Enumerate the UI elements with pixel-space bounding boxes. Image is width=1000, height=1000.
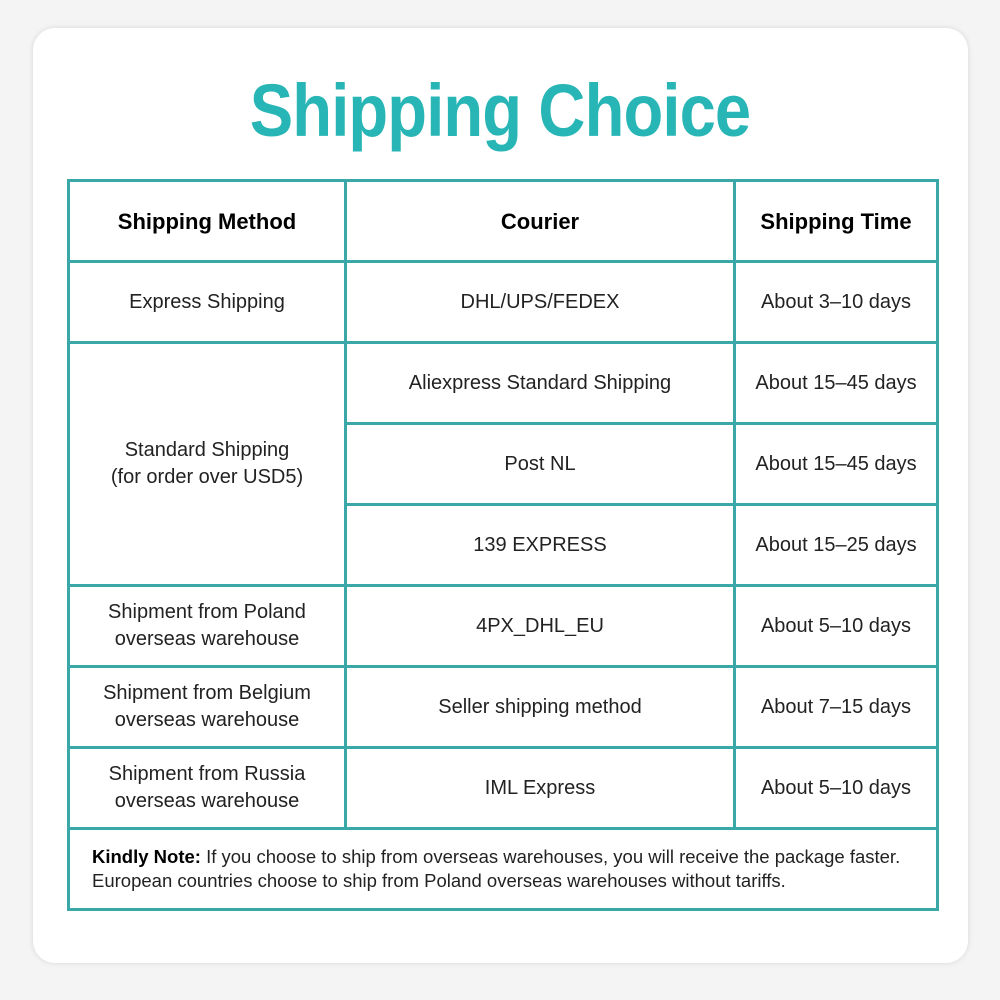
table-row: Post NL About 15–45 days [69, 422, 939, 506]
shipping-table: Shipping Method Courier Shipping Time Ex… [67, 179, 939, 911]
table-row: Shipment from Belgium overseas warehouse … [67, 665, 939, 749]
table-row: Shipment from Russia overseas warehouse I… [67, 746, 939, 830]
page-title: Shipping Choice [249, 69, 751, 152]
method-label: Shipment from Belgium [103, 682, 311, 704]
courier-cell: IML Express [344, 746, 736, 830]
table-row: 139 EXPRESS About 15–25 days [69, 503, 939, 587]
table-row: Express Shipping DHL/UPS/FEDEX About 3–1… [67, 260, 939, 344]
method-sublabel: overseas warehouse [114, 709, 300, 731]
courier-cell: 4PX_DHL_EU [344, 584, 736, 668]
method-sublabel: (for order over USD5) [110, 466, 304, 488]
header-courier: Courier [344, 179, 736, 263]
courier-cell: DHL/UPS/FEDEX [344, 260, 736, 344]
method-cell: Express Shipping [67, 260, 347, 344]
header-method: Shipping Method [67, 179, 347, 263]
courier-cell: Seller shipping method [344, 665, 736, 749]
time-cell: About 15–45 days [733, 422, 939, 506]
time-cell: About 3–10 days [733, 260, 939, 344]
time-cell: About 5–10 days [733, 746, 939, 830]
method-sublabel: overseas warehouse [114, 790, 300, 812]
method-cell: Shipment from Belgium overseas warehouse [67, 665, 347, 749]
kindly-note: Kindly Note: If you choose to ship from … [67, 827, 939, 911]
table-row: Shipment from Poland overseas warehouse 4… [67, 584, 939, 668]
method-label: Shipment from Russia [108, 763, 306, 785]
method-label: Standard Shipping [124, 439, 290, 461]
method-sublabel: overseas warehouse [114, 628, 300, 650]
courier-cell: Post NL [344, 422, 736, 506]
note-label: Kindly Note: [92, 846, 201, 867]
time-cell: About 15–45 days [733, 341, 939, 425]
header-time: Shipping Time [733, 179, 939, 263]
table-header-row: Shipping Method Courier Shipping Time [67, 179, 939, 263]
method-cell: Standard Shipping (for order over USD5) [67, 341, 347, 587]
table-row: Standard Shipping (for order over USD5) A… [67, 341, 939, 587]
courier-cell: 139 EXPRESS [344, 503, 736, 587]
time-cell: About 7–15 days [733, 665, 939, 749]
time-cell: About 15–25 days [733, 503, 939, 587]
courier-cell: Aliexpress Standard Shipping [344, 341, 736, 425]
note-text: If you choose to ship from overseas ware… [92, 846, 901, 891]
note-row: Kindly Note: If you choose to ship from … [67, 827, 939, 911]
method-label: Shipment from Poland [108, 601, 306, 623]
method-cell: Shipment from Russia overseas warehouse [67, 746, 347, 830]
time-cell: About 5–10 days [733, 584, 939, 668]
method-cell: Shipment from Poland overseas warehouse [67, 584, 347, 668]
